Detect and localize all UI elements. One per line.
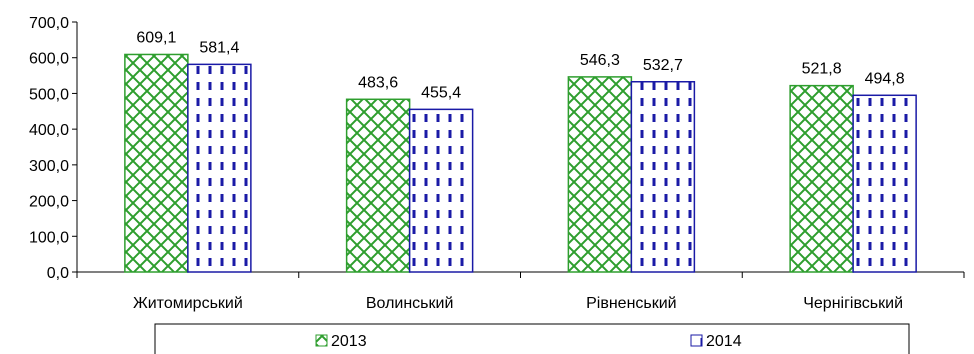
legend: 2013 2014	[154, 323, 910, 354]
legend-swatch-2013	[315, 334, 328, 347]
data-label-2014-2: 455,4	[421, 84, 461, 101]
legend-swatch-2014	[690, 334, 703, 347]
y-tick-label: 0,0	[47, 265, 69, 282]
y-axis: 0,0 100,0 200,0 300,0 400,0 500,0 600,0 700,0	[29, 15, 78, 282]
data-label-2014-3: 532,7	[643, 57, 683, 74]
data-labels: 609,1 581,4 483,6 455,4 546,3 532,7 521,8 494,8	[136, 29, 904, 101]
bar-2013-2	[345, 98, 411, 273]
bar-2013-1	[124, 53, 189, 273]
y-tick-label: 400,0	[29, 122, 69, 139]
data-label-2013-2: 483,6	[358, 74, 398, 91]
data-label-2013-1: 609,1	[136, 29, 176, 46]
x-tick-label: Волинський	[366, 295, 454, 312]
legend-box	[154, 323, 910, 354]
x-tick-label: Рівненський	[586, 295, 677, 312]
y-tick-label: 200,0	[29, 194, 69, 211]
bar-2014-2	[408, 108, 474, 273]
data-label-2014-4: 494,8	[865, 70, 905, 87]
bar-2014-4	[852, 94, 917, 273]
y-tick-label: 500,0	[29, 86, 69, 103]
y-tick-label: 700,0	[29, 15, 69, 32]
y-tick-label: 100,0	[29, 229, 69, 246]
bars	[124, 53, 917, 273]
x-axis	[76, 271, 965, 278]
bar-2013-3	[567, 76, 633, 273]
x-tick-labels: Житомирський Волинський Рівненський Чернігі…	[133, 295, 903, 312]
x-tick-label: Житомирський	[133, 295, 243, 312]
legend-label-2014: 2014	[706, 333, 742, 350]
y-tick-label: 300,0	[29, 158, 69, 175]
x-tick-label: Чернігівський	[803, 295, 903, 312]
data-label-2013-4: 521,8	[802, 61, 842, 78]
bar-2014-3	[630, 81, 696, 273]
bar-2013-4	[789, 84, 854, 273]
y-tick-label: 600,0	[29, 51, 69, 68]
data-label-2013-3: 546,3	[580, 52, 620, 69]
bar-2014-1	[187, 63, 252, 273]
legend-label-2013: 2013	[331, 333, 367, 350]
data-label-2014-1: 581,4	[199, 39, 239, 56]
